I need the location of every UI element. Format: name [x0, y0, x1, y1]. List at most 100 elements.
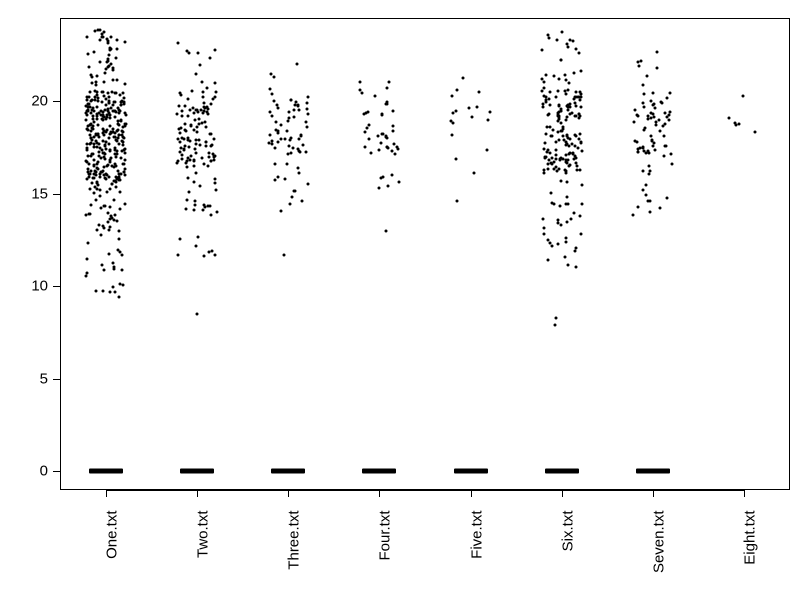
data-point: [107, 109, 110, 112]
data-point: [456, 199, 459, 202]
data-point: [92, 146, 95, 149]
data-point: [662, 154, 665, 157]
data-point: [567, 137, 570, 140]
data-point: [124, 152, 127, 155]
data-point: [557, 242, 560, 245]
data-point: [209, 57, 212, 60]
data-point: [280, 210, 283, 213]
data-point: [566, 158, 569, 161]
data-point: [192, 160, 195, 163]
data-point: [107, 229, 110, 232]
data-point: [571, 152, 574, 155]
zero-strip: [271, 469, 305, 474]
data-point: [305, 125, 308, 128]
y-tick-label: 20: [0, 93, 48, 110]
data-point: [307, 95, 310, 98]
data-point: [107, 221, 110, 224]
data-point: [201, 90, 204, 93]
data-point: [580, 202, 583, 205]
x-tick-label: Six.txt: [559, 511, 576, 611]
data-point: [102, 94, 105, 97]
data-point: [486, 148, 489, 151]
data-point: [486, 118, 489, 121]
data-point: [275, 120, 278, 123]
data-point: [99, 234, 102, 237]
data-point: [658, 129, 661, 132]
data-point: [286, 129, 289, 132]
data-point: [545, 73, 548, 76]
data-point: [86, 258, 89, 261]
data-point: [113, 162, 116, 165]
data-point: [547, 37, 550, 40]
data-point: [99, 156, 102, 159]
data-point: [100, 118, 103, 121]
data-point: [193, 128, 196, 131]
data-point: [176, 160, 179, 163]
data-point: [291, 196, 294, 199]
data-point: [663, 144, 666, 147]
data-point: [118, 238, 121, 241]
data-point: [574, 162, 577, 165]
data-point: [298, 137, 301, 140]
data-point: [647, 165, 650, 168]
data-point: [580, 232, 583, 235]
data-point: [580, 141, 583, 144]
data-point: [577, 147, 580, 150]
data-point: [632, 121, 635, 124]
data-point: [106, 60, 109, 63]
data-point: [187, 52, 190, 55]
data-point: [669, 91, 672, 94]
data-point: [195, 152, 198, 155]
data-point: [84, 112, 87, 115]
data-point: [114, 92, 117, 95]
data-point: [183, 104, 186, 107]
data-point: [120, 119, 123, 122]
data-point: [213, 138, 216, 141]
y-tick-label: 5: [0, 370, 48, 387]
x-tick: [653, 490, 654, 497]
data-point: [306, 113, 309, 116]
data-point: [566, 42, 569, 45]
data-point: [122, 102, 125, 105]
data-point: [636, 151, 639, 154]
data-point: [734, 123, 737, 126]
data-point: [662, 134, 665, 137]
data-point: [88, 162, 91, 165]
data-point: [455, 157, 458, 160]
data-point: [114, 115, 117, 118]
data-point: [87, 52, 90, 55]
data-point: [203, 163, 206, 166]
data-point: [563, 169, 566, 172]
data-point-outlier: [553, 324, 556, 327]
data-point: [652, 116, 655, 119]
data-point: [89, 73, 92, 76]
data-point: [635, 113, 638, 116]
data-point: [665, 96, 668, 99]
data-point: [96, 90, 99, 93]
data-point: [193, 180, 196, 183]
data-point: [206, 87, 209, 90]
x-tick-label: Two.txt: [194, 511, 211, 611]
data-point: [195, 73, 198, 76]
data-point: [565, 92, 568, 95]
data-point: [649, 200, 652, 203]
data-point: [120, 101, 123, 104]
data-point: [92, 164, 95, 167]
data-point: [574, 48, 577, 51]
data-point: [178, 141, 181, 144]
data-point: [102, 268, 105, 271]
data-point: [475, 105, 478, 108]
data-point: [95, 105, 98, 108]
data-point: [650, 99, 653, 102]
data-point: [118, 112, 121, 115]
data-point: [379, 142, 382, 145]
data-point: [742, 94, 745, 97]
data-point: [180, 157, 183, 160]
data-point: [99, 173, 102, 176]
data-point: [292, 108, 295, 111]
data-point: [632, 214, 635, 217]
data-point: [559, 59, 562, 62]
data-point: [187, 191, 190, 194]
data-point: [671, 162, 674, 165]
data-point: [287, 120, 290, 123]
